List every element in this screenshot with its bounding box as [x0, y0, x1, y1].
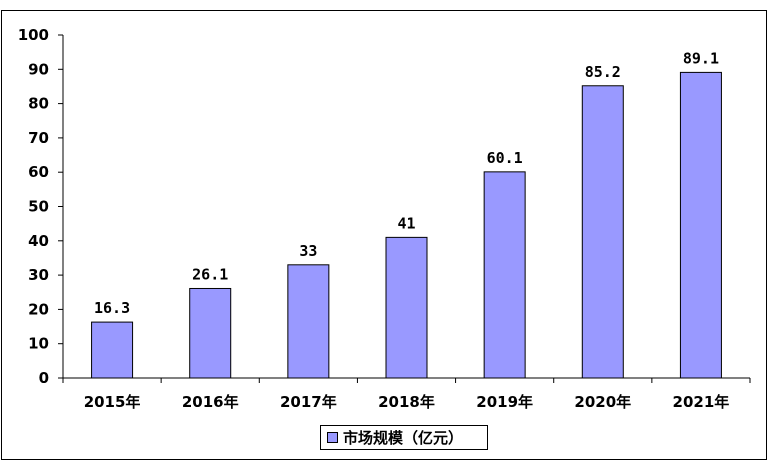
y-tick-label: 70: [28, 129, 49, 147]
legend-swatch: [327, 432, 338, 443]
x-tick-label: 2018年: [378, 393, 435, 411]
bar: [581, 85, 624, 379]
data-label: 41: [397, 214, 415, 232]
data-label: 60.1: [487, 149, 523, 167]
y-tick-label: 20: [28, 300, 49, 318]
bar: [91, 321, 134, 379]
bar: [385, 236, 428, 379]
bar: [483, 171, 526, 379]
chart-border: [1, 10, 767, 460]
bar: [679, 71, 722, 379]
y-tick-label: 100: [18, 26, 49, 44]
data-label: 26.1: [192, 265, 228, 283]
x-tick-label: 2015年: [84, 393, 141, 411]
x-tick-label: 2016年: [182, 393, 239, 411]
data-label: 16.3: [94, 299, 130, 317]
bar: [189, 287, 232, 379]
x-tick-label: 2017年: [280, 393, 337, 411]
data-label: 33: [299, 242, 317, 260]
data-label: 85.2: [585, 63, 621, 81]
legend-label: 市场规模（亿元）: [343, 429, 463, 447]
x-tick-label: 2020年: [574, 393, 631, 411]
y-tick-label: 90: [28, 60, 49, 78]
x-tick-label: 2019年: [476, 393, 533, 411]
legend: 市场规模（亿元）: [320, 425, 488, 450]
plot-area: 0 10 20 30 40 50 60 70 80 90 100 16.3 2015年 26.1 2016年…: [18, 26, 751, 411]
x-tick-label: 2021年: [673, 393, 730, 411]
data-label: 89.1: [683, 49, 719, 67]
y-tick-label: 50: [28, 198, 49, 216]
y-tick-label: 10: [28, 335, 49, 353]
y-tick-label: 0: [39, 369, 49, 387]
y-tick-label: 30: [28, 266, 49, 284]
y-tick-label: 40: [28, 232, 49, 250]
bar: [287, 264, 330, 379]
legend-box: [320, 425, 488, 450]
y-tick-label: 80: [28, 95, 49, 113]
y-tick-label: 60: [28, 163, 49, 181]
